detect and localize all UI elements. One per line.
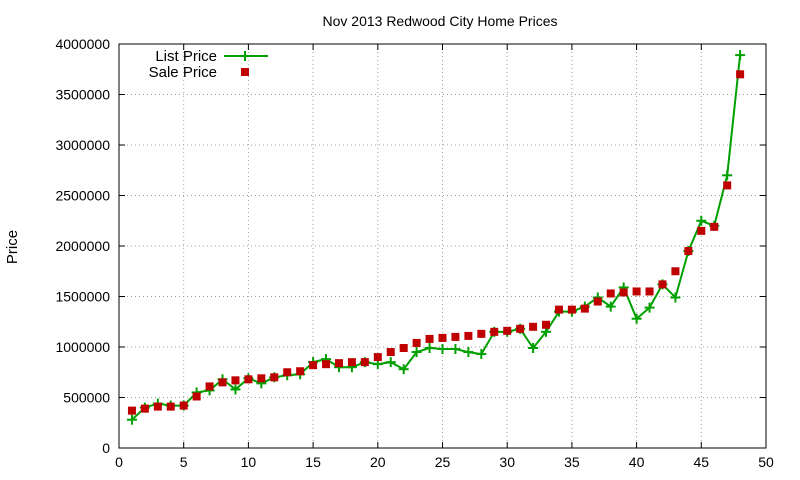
- sale-price-point: [658, 280, 667, 289]
- sale-price-point: [270, 373, 279, 382]
- sale-price-point: [671, 267, 680, 276]
- sale-price-point: [619, 288, 628, 297]
- sale-price-point: [490, 327, 499, 336]
- sale-price-point: [127, 406, 136, 415]
- list-price-point: [230, 384, 241, 395]
- sale-price-point: [192, 392, 201, 401]
- sale-price-point: [153, 402, 162, 411]
- plot-frame: [118, 43, 767, 449]
- sale-price-point: [296, 367, 305, 376]
- sale-price-point: [257, 374, 266, 383]
- sale-price-point: [477, 329, 486, 338]
- sale-price-point: [334, 359, 343, 368]
- list-price-point: [722, 170, 733, 181]
- y-axis-label: Price: [4, 230, 21, 264]
- sale-price-point: [425, 334, 434, 343]
- chart-title: Nov 2013 Redwood City Home Prices: [323, 13, 558, 29]
- sale-price-point: [606, 289, 615, 298]
- list-price-point: [644, 302, 655, 313]
- grid: [119, 44, 766, 448]
- sale-price-point: [322, 360, 331, 369]
- sale-price-point: [567, 305, 576, 314]
- series: [126, 50, 746, 425]
- legend-marker-list-price: [240, 51, 250, 61]
- x-tick-label: 5: [180, 454, 188, 470]
- sale-price-point: [580, 304, 589, 313]
- list-price-point: [411, 347, 422, 358]
- sale-price-point: [529, 322, 538, 331]
- list-price-point: [735, 50, 746, 61]
- axis-ticks: 0 5 10 15 20 25 30 35 40 45 50 0 500000 1000000 150000…: [55, 36, 774, 470]
- x-tick-label: 20: [370, 454, 386, 470]
- x-tick-label: 15: [305, 454, 321, 470]
- list-price-point: [696, 215, 707, 226]
- y-tick-label: 2500000: [55, 188, 110, 204]
- y-tick-label: 3500000: [55, 87, 110, 103]
- legend-label-sale-price: Sale Price: [149, 64, 217, 81]
- sale-price-point: [516, 324, 525, 333]
- list-price-point: [670, 292, 681, 303]
- x-tick-label: 35: [564, 454, 580, 470]
- list-price-point: [528, 343, 539, 354]
- list-price-point: [126, 414, 137, 425]
- legend-marker-sale-price: [241, 68, 249, 76]
- sale-price-point: [399, 344, 408, 353]
- list-price-point: [385, 357, 396, 368]
- sale-price-point: [503, 326, 512, 335]
- y-tick-label: 0: [102, 440, 110, 456]
- list-price-point: [631, 313, 642, 324]
- list-price-point: [398, 364, 409, 375]
- sale-price-point: [347, 358, 356, 367]
- legend: List Price Sale Price: [149, 48, 268, 81]
- sale-price-point: [412, 338, 421, 347]
- sale-price-point: [645, 287, 654, 296]
- legend-label-list-price: List Price: [155, 48, 217, 65]
- x-tick-label: 0: [115, 454, 123, 470]
- list-price-point: [605, 301, 616, 312]
- list-price-point: [476, 349, 487, 360]
- y-tick-label: 1500000: [55, 289, 110, 305]
- sale-price-point: [231, 376, 240, 385]
- x-tick-label: 45: [694, 454, 710, 470]
- list-price-point: [437, 344, 448, 355]
- sale-price-point: [464, 331, 473, 340]
- sale-price-point: [309, 361, 318, 370]
- sale-price-point: [593, 297, 602, 306]
- sale-price-point: [684, 247, 693, 256]
- series-line-list-price: [131, 54, 742, 421]
- sale-price-point: [736, 70, 745, 79]
- x-tick-label: 40: [629, 454, 645, 470]
- sale-price-point: [373, 353, 382, 362]
- x-tick-label: 30: [499, 454, 515, 470]
- sale-price-point: [386, 348, 395, 357]
- y-tick-label: 4000000: [55, 36, 110, 52]
- sale-price-point: [710, 222, 719, 231]
- list-price-point: [463, 347, 474, 358]
- sale-price-point: [205, 382, 214, 391]
- sale-price-point: [179, 401, 188, 410]
- list-price-point: [450, 344, 461, 355]
- sale-price-point: [451, 332, 460, 341]
- sale-price-point: [166, 402, 175, 411]
- sale-price-point: [542, 320, 551, 329]
- sale-price-point: [554, 305, 563, 314]
- sale-price-point: [283, 368, 292, 377]
- sale-price-point: [438, 333, 447, 342]
- sale-price-point: [244, 375, 253, 384]
- sale-price-point: [218, 378, 227, 387]
- sale-price-point: [632, 287, 641, 296]
- sale-price-point: [697, 226, 706, 235]
- sale-price-point: [140, 404, 149, 413]
- x-tick-label: 10: [241, 454, 257, 470]
- y-tick-label: 500000: [63, 390, 110, 406]
- y-tick-label: 3000000: [55, 137, 110, 153]
- x-tick-label: 50: [758, 454, 774, 470]
- y-tick-label: 2000000: [55, 238, 110, 254]
- sale-price-point: [360, 358, 369, 367]
- x-tick-label: 25: [435, 454, 451, 470]
- list-price-point: [424, 343, 435, 354]
- y-tick-label: 1000000: [55, 339, 110, 355]
- sale-price-point: [723, 181, 732, 190]
